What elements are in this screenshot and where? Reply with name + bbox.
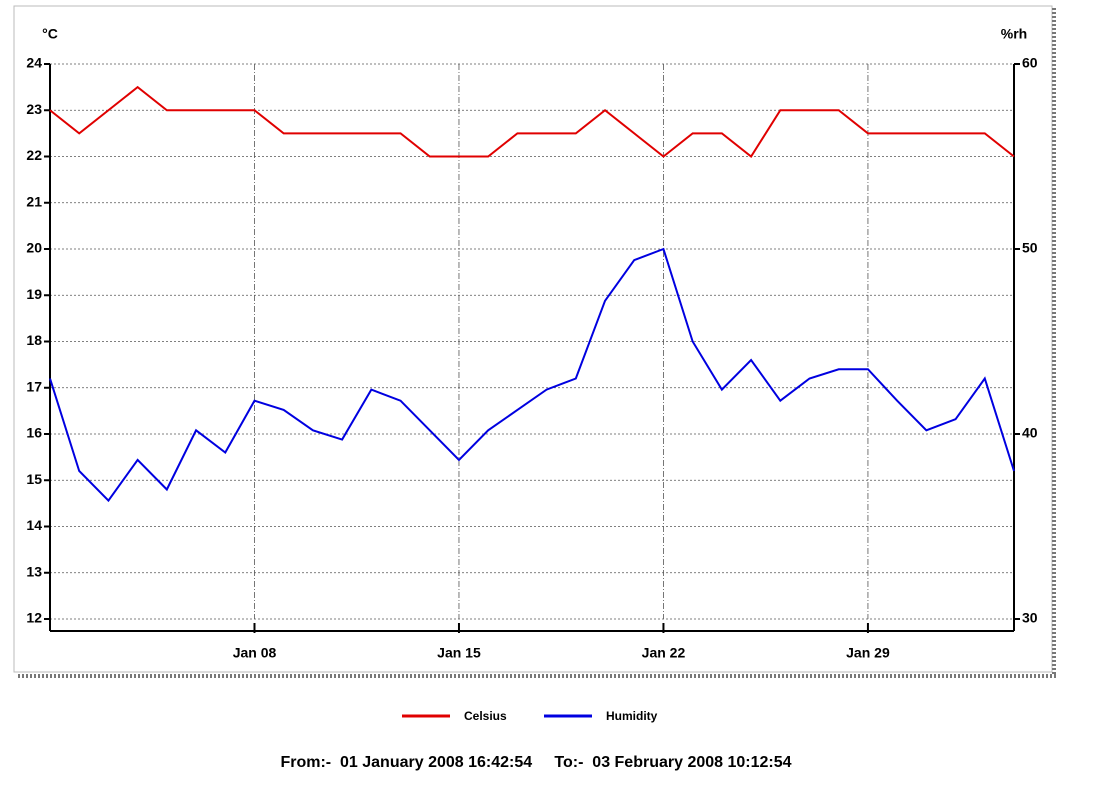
y2-tick-label: 50	[1022, 240, 1038, 256]
x-tick-label: Jan 08	[233, 645, 277, 661]
subtitle: From:- 01 January 2008 16:42:54 To:- 03 …	[280, 754, 791, 771]
x-tick-label: Jan 15	[437, 645, 481, 661]
frame	[13, 5, 1053, 673]
y-tick-label: 19	[26, 286, 42, 302]
y2-tick-label: 40	[1022, 425, 1038, 441]
y-tick-label: 23	[26, 101, 42, 117]
x-tick-label: Jan 22	[642, 645, 686, 661]
y-tick-label: 13	[26, 563, 42, 579]
y-tick-label: 24	[26, 55, 42, 71]
y-tick-label: 18	[26, 332, 42, 348]
legend-label: Celsius	[464, 709, 507, 723]
y-tick-label: 17	[26, 378, 42, 394]
y2-tick-label: 60	[1022, 55, 1038, 71]
series-line	[49, 247, 1015, 503]
series-line	[49, 85, 1015, 158]
y-axis-label: °C	[42, 26, 58, 42]
legend-label: Humidity	[606, 709, 658, 723]
y-tick-label: 14	[26, 517, 42, 533]
y-tick-label: 16	[26, 425, 42, 441]
y2-tick-label: 30	[1022, 610, 1038, 626]
y-tick-label: 15	[26, 471, 42, 487]
x-tick-label: Jan 29	[846, 645, 890, 661]
y-tick-label: 21	[26, 193, 42, 209]
y2-axis-label: %rh	[1001, 26, 1027, 42]
y-tick-label: 20	[26, 240, 42, 256]
y-tick-label: 12	[26, 610, 42, 626]
y-tick-label: 22	[26, 147, 42, 163]
